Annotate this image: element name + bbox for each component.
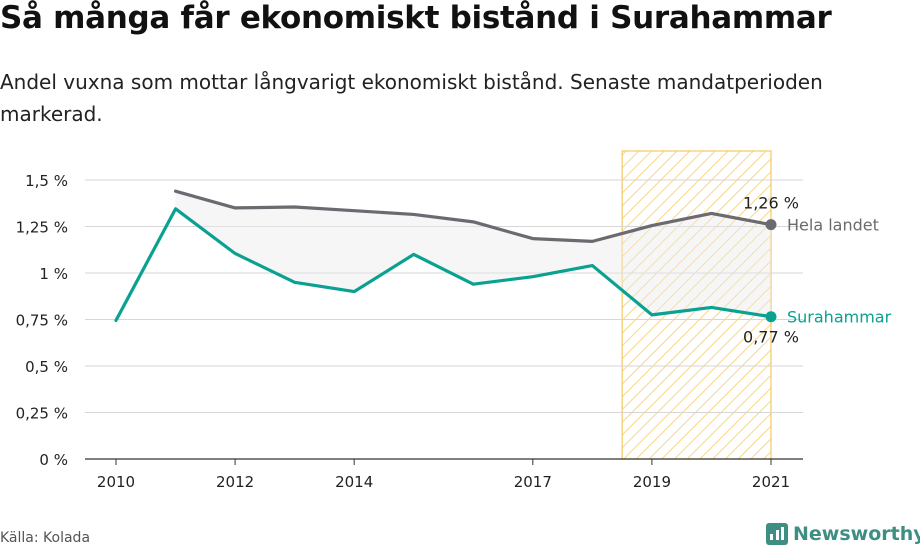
x-tick-label: 2010 (97, 473, 135, 491)
local-series-label: Surahammar (787, 308, 892, 327)
x-tick-label: 2019 (633, 473, 671, 491)
local-series-line (114, 207, 773, 323)
y-tick-label: 0,25 % (16, 405, 68, 423)
y-tick-label: 1,25 % (16, 219, 68, 237)
source-note: Källa: Kolada (0, 530, 91, 546)
x-tick-label: 2012 (216, 473, 254, 491)
local-value-label: 0,77 % (743, 328, 799, 347)
newsworthy-logo-icon (766, 523, 788, 545)
gap-area (175, 191, 771, 317)
national-value-label: 1,26 % (743, 194, 799, 213)
chart-subtitle: Andel vuxna som mottar långvarigt ekonom… (0, 70, 823, 126)
x-tick-label: 2021 (752, 473, 790, 491)
y-tick-label: 0,75 % (16, 312, 68, 330)
local-end-point (765, 311, 777, 323)
y-tick-label: 0 % (39, 451, 68, 469)
y-tick-label: 1 % (39, 265, 68, 283)
highlight-band (622, 151, 771, 459)
y-tick-label: 1,5 % (25, 172, 68, 190)
x-tick-label: 2014 (335, 473, 373, 491)
y-tick-label: 0,5 % (25, 358, 68, 376)
national-end-point (765, 219, 777, 231)
brand-logo: Newsworthy (766, 520, 920, 548)
national-series-line (173, 189, 773, 243)
x-tick-label: 2017 (514, 473, 552, 491)
page-title: Så många får ekonomiskt bistånd i Suraha… (0, 0, 832, 36)
national-series-label: Hela landet (787, 216, 879, 235)
brand-name: Newsworthy (793, 523, 920, 545)
